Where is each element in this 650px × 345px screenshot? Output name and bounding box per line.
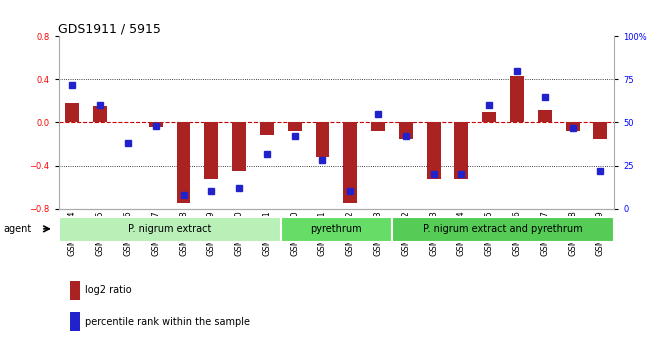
Bar [232, 122, 246, 171]
Bar [566, 122, 580, 131]
Bar [399, 122, 413, 139]
Bar [177, 122, 190, 203]
Bar [93, 106, 107, 122]
Bar [538, 109, 552, 122]
Bar [371, 122, 385, 131]
Bar [70, 281, 79, 300]
Bar [454, 122, 469, 178]
Bar [260, 122, 274, 135]
Text: percentile rank within the sample: percentile rank within the sample [85, 317, 250, 326]
Bar [510, 76, 524, 122]
Bar [204, 122, 218, 178]
Bar [482, 112, 496, 122]
Bar [58, 217, 281, 242]
Text: agent: agent [3, 224, 31, 234]
Bar [288, 122, 302, 131]
Bar [281, 217, 392, 242]
Text: pyrethrum: pyrethrum [311, 224, 362, 234]
Text: log2 ratio: log2 ratio [85, 286, 132, 295]
Text: P. nigrum extract and pyrethrum: P. nigrum extract and pyrethrum [423, 224, 583, 234]
Bar [426, 122, 441, 178]
Bar [149, 122, 162, 127]
Bar [70, 312, 79, 331]
Bar [593, 122, 607, 139]
Text: GDS1911 / 5915: GDS1911 / 5915 [58, 22, 161, 35]
Bar [392, 217, 614, 242]
Text: P. nigrum extract: P. nigrum extract [128, 224, 211, 234]
Bar [66, 103, 79, 122]
Bar [343, 122, 358, 203]
Bar [315, 122, 330, 157]
